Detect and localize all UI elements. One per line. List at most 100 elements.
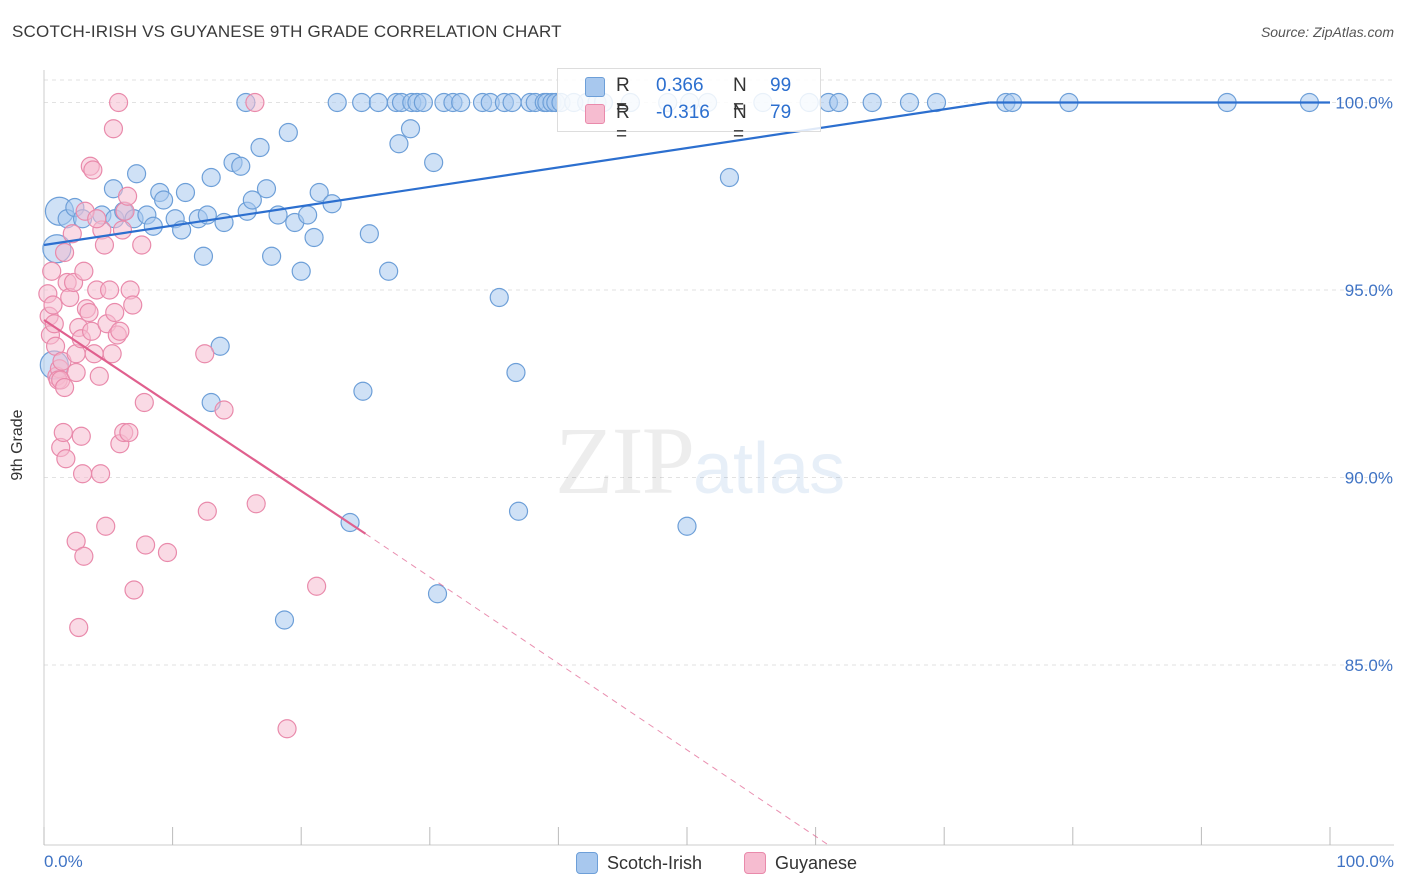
guyanese-point xyxy=(90,464,111,484)
scotch-irish-points xyxy=(39,92,1320,630)
guyanese-point xyxy=(53,422,73,443)
series-legend: Scotch-Irish Guyanese xyxy=(0,852,1406,876)
scotch-irish-point xyxy=(210,336,230,356)
guyanese-point xyxy=(99,280,120,300)
guyanese-swatch xyxy=(585,104,605,124)
scotch-irish-point xyxy=(242,190,262,210)
guyanese-point xyxy=(195,344,215,364)
scotch-irish-point xyxy=(424,152,444,173)
n-label: N = xyxy=(733,75,747,118)
guyanese-point xyxy=(135,535,156,555)
legend-swatch-guyanese xyxy=(744,852,766,874)
guyanese-point xyxy=(44,314,64,334)
scotch-irish-point xyxy=(719,167,740,188)
guyanese-point xyxy=(246,494,266,514)
watermark-zip: ZIP xyxy=(555,407,695,514)
scotch-irish-point xyxy=(368,92,388,113)
guyanese-point xyxy=(132,235,152,255)
guyanese-point xyxy=(157,542,178,563)
scotch-irish-point xyxy=(143,216,163,236)
scotch-irish-point xyxy=(506,362,526,383)
guyanese-point xyxy=(214,400,234,420)
scotch-irish-swatch xyxy=(585,77,605,97)
scotch-irish-point xyxy=(250,137,270,158)
n-value: 99 xyxy=(770,75,792,96)
r-label: R = xyxy=(616,102,630,145)
scotch-irish-point xyxy=(153,190,174,210)
guyanese-point xyxy=(102,344,122,364)
watermark-atlas: atlas xyxy=(693,429,846,509)
guyanese-point xyxy=(71,426,91,446)
r-value: -0.316 xyxy=(656,102,710,123)
guyanese-point xyxy=(79,302,99,323)
axes xyxy=(43,70,1394,846)
y-tick-label: 100.0% xyxy=(1335,94,1393,113)
guyanese-point xyxy=(112,220,133,240)
scotch-irish-point xyxy=(298,205,318,225)
guyanese-point xyxy=(87,209,107,229)
guyanese-point xyxy=(72,464,93,484)
legend-item-guyanese: Guyanese xyxy=(744,852,857,874)
n-label: N = xyxy=(733,102,747,145)
guyanese-point xyxy=(110,321,130,341)
scotch-irish-point xyxy=(322,194,342,214)
scotch-irish-point xyxy=(400,119,421,139)
guyanese-point xyxy=(56,449,76,469)
guyanese-point xyxy=(42,261,62,281)
scotch-irish-point xyxy=(829,92,849,113)
guyanese-point xyxy=(307,576,327,596)
scotch-irish-point xyxy=(327,92,347,113)
legend-item-scotch-irish: Scotch-Irish xyxy=(576,852,702,874)
scotch-irish-point xyxy=(201,167,221,188)
scotch-irish-point xyxy=(231,156,251,176)
guyanese-point xyxy=(105,302,125,323)
scotch-irish-point xyxy=(278,122,298,143)
guyanese-point xyxy=(66,531,86,551)
r-value: 0.366 xyxy=(656,75,704,96)
y-tick-label: 90.0% xyxy=(1345,469,1393,488)
scotch-irish-point xyxy=(413,92,433,113)
scotch-irish-point xyxy=(353,381,373,401)
scotch-irish-point xyxy=(427,584,448,604)
scotch-irish-point xyxy=(274,610,295,630)
guyanese-trend-line xyxy=(43,319,367,535)
guyanese-point xyxy=(94,235,115,255)
scotch-irish-point xyxy=(389,134,409,154)
scotch-irish-point xyxy=(352,92,372,113)
scotch-irish-point xyxy=(304,227,324,248)
scotch-irish-point xyxy=(899,92,920,113)
scotch-irish-point xyxy=(677,516,697,536)
stats-legend: R = 0.366 N = 99 R = -0.316 N = 79 xyxy=(557,68,821,145)
guyanese-point xyxy=(123,295,143,315)
guyanese-point xyxy=(74,546,94,566)
scotch-irish-point xyxy=(379,261,399,281)
guyanese-point xyxy=(66,362,86,383)
y-tick-label: 85.0% xyxy=(1345,656,1393,675)
guyanese-point xyxy=(277,719,297,739)
guyanese-point xyxy=(134,392,154,413)
y-tick-label: 95.0% xyxy=(1345,281,1393,300)
scotch-irish-point xyxy=(309,182,329,203)
guyanese-point xyxy=(54,377,75,398)
r-label: R = xyxy=(616,75,630,118)
guyanese-point xyxy=(103,119,124,139)
scotch-irish-point xyxy=(451,92,471,113)
legend-swatch-scotch-irish xyxy=(576,852,598,874)
x-tick-label-right: 100.0% xyxy=(1336,852,1394,871)
scotch-irish-point xyxy=(262,246,282,266)
guyanese-point xyxy=(108,92,129,113)
guyanese-point xyxy=(124,580,144,600)
scotch-irish-point xyxy=(862,92,882,113)
guyanese-point xyxy=(245,92,265,113)
scotch-irish-point xyxy=(193,246,214,266)
scotch-irish-point xyxy=(291,261,311,281)
scotch-irish-point xyxy=(359,224,379,244)
guyanese-point xyxy=(197,501,217,521)
guyanese-point xyxy=(117,186,138,206)
guyanese-point xyxy=(81,321,102,341)
scotch-irish-point xyxy=(175,182,196,203)
watermark: ZIPatlas xyxy=(555,405,845,516)
guyanese-point xyxy=(119,422,139,443)
chart-title: SCOTCH-IRISH VS GUYANESE 9TH GRADE CORRE… xyxy=(12,22,562,41)
